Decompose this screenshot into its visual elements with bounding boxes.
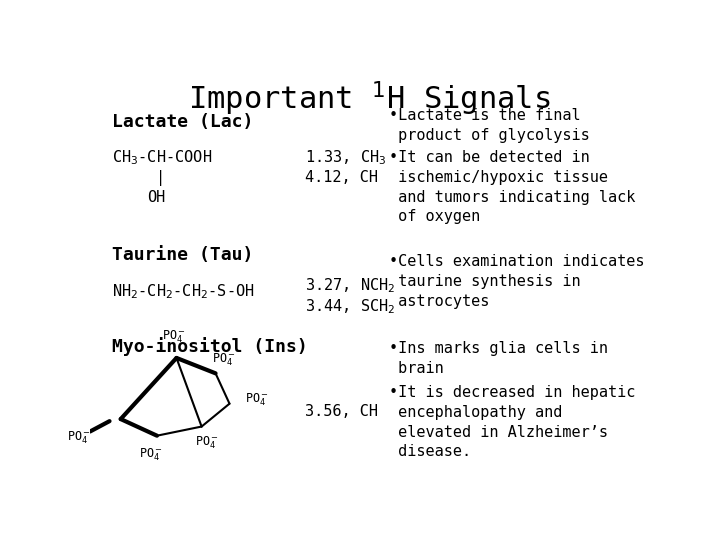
Text: •It is decreased in hepatic
 encephalopathy and
 elevated in Alzheimer’s
 diseas: •It is decreased in hepatic encephalopat… [389,385,635,460]
Text: NH$_2$-CH$_2$-CH$_2$-S-OH: NH$_2$-CH$_2$-CH$_2$-S-OH [112,282,255,301]
Text: 3.56, CH: 3.56, CH [305,404,378,418]
Text: Taurine (Tau): Taurine (Tau) [112,246,253,264]
Text: 4.12, CH: 4.12, CH [305,170,378,185]
Text: 3.27, NCH$_2$: 3.27, NCH$_2$ [305,276,395,295]
Text: •Ins marks glia cells in
 brain: •Ins marks glia cells in brain [389,341,608,376]
Text: Important $^1$H Signals: Important $^1$H Signals [188,79,550,118]
Text: 1.33, CH$_3$: 1.33, CH$_3$ [305,148,387,167]
Text: PO$_4^-$: PO$_4^-$ [67,429,91,446]
Text: PO$_4^-$: PO$_4^-$ [195,435,219,451]
Text: PO$_4^-$: PO$_4^-$ [212,352,236,368]
Text: •Lactate is the final
 product of glycolysis: •Lactate is the final product of glycoly… [389,109,589,143]
Text: |: | [156,170,165,186]
Text: PO$_4^-$: PO$_4^-$ [140,446,163,463]
Text: CH$_3$-CH-COOH: CH$_3$-CH-COOH [112,148,212,167]
Text: •It can be detected in
 ischemic/hypoxic tissue
 and tumors indicating lack
 of : •It can be detected in ischemic/hypoxic … [389,150,635,225]
Text: 3.44, SCH$_2$: 3.44, SCH$_2$ [305,298,395,316]
Text: •Cells examination indicates
 taurine synthesis in
 astrocytes: •Cells examination indicates taurine syn… [389,254,644,308]
Text: Myo-inositol (Ins): Myo-inositol (Ins) [112,337,308,356]
Text: PO$_4^-$: PO$_4^-$ [162,329,186,346]
Text: OH: OH [148,190,166,205]
Text: PO$_4^-$: PO$_4^-$ [246,392,269,408]
Text: Lactate (Lac): Lactate (Lac) [112,113,253,131]
